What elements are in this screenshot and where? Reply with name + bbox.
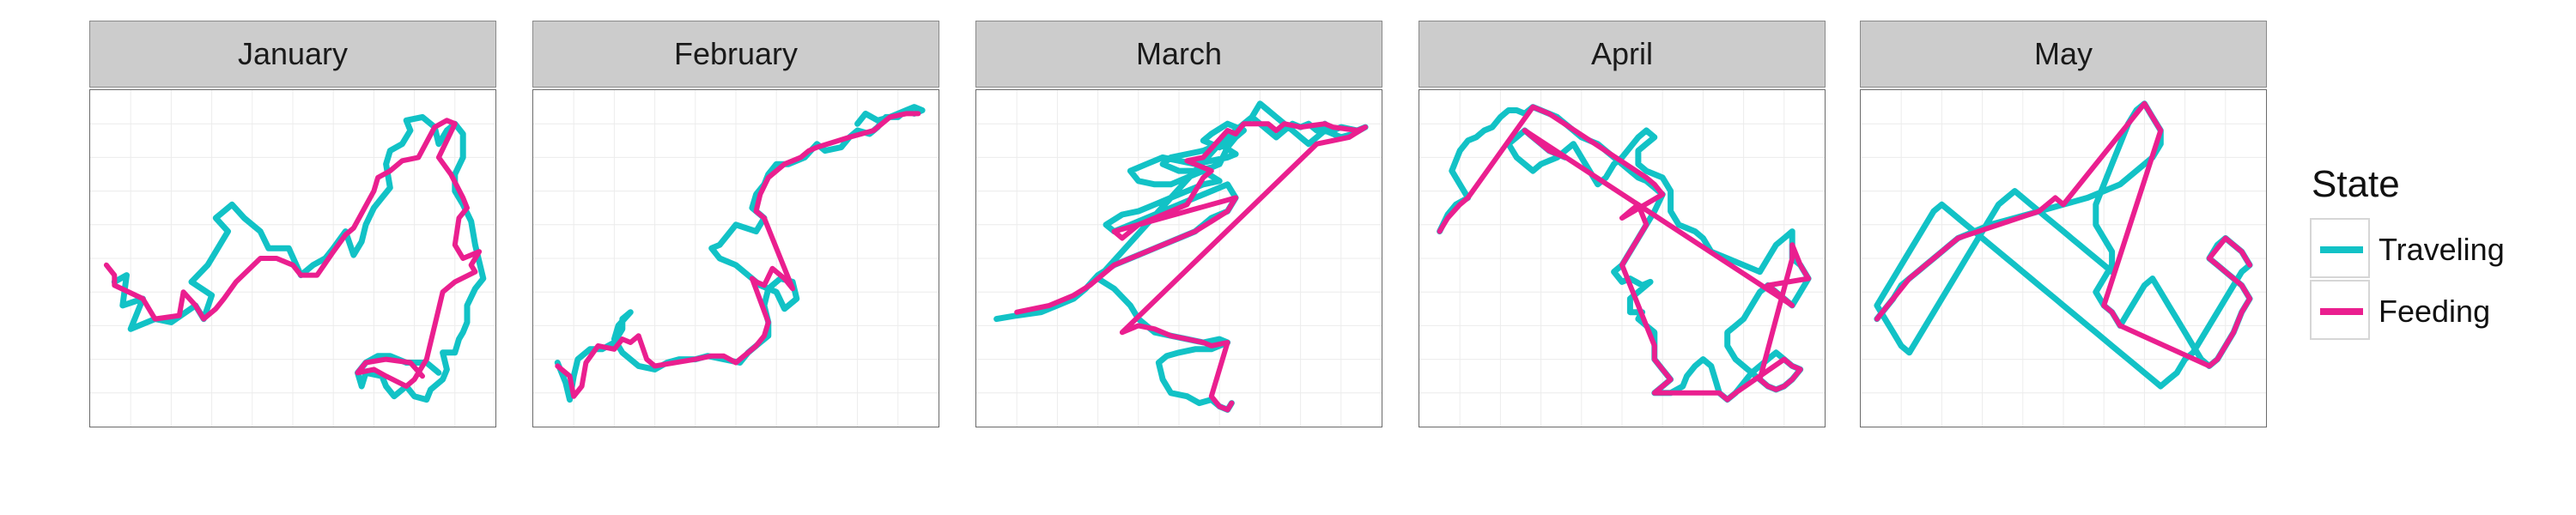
legend-entry-feeding: Feeding: [2310, 280, 2533, 340]
legend-title: State: [2312, 163, 2400, 205]
facet-strip: May: [1860, 21, 2267, 88]
facet-panel: May: [1860, 21, 2267, 427]
facet-strip: April: [1419, 21, 1826, 88]
plot-svg: [976, 90, 1382, 427]
grid: [1861, 90, 2266, 427]
facet-strip: January: [89, 21, 496, 88]
plot-area: [532, 89, 939, 427]
facet-panel: January: [89, 21, 496, 427]
plot-svg: [533, 90, 939, 427]
plot-svg: [1861, 90, 2266, 427]
legend-key: [2310, 218, 2370, 278]
plot-area: [975, 89, 1382, 427]
series-line-feeding: [1437, 104, 1812, 403]
plot-area: [89, 89, 496, 427]
facet-panel: April: [1419, 21, 1826, 427]
series-line-traveling: [993, 100, 1369, 413]
series-line-feeding: [555, 111, 921, 399]
series-line-feeding: [103, 118, 483, 389]
legend-line-traveling: [2320, 246, 2363, 253]
series-line-traveling: [554, 104, 926, 403]
legend-line-feeding: [2320, 308, 2363, 315]
legend-label: Traveling: [2379, 232, 2505, 267]
plot-svg: [90, 90, 495, 427]
legend-label: Feeding: [2379, 294, 2491, 329]
plot-area: [1419, 89, 1826, 427]
series-line-traveling: [1437, 104, 1812, 403]
facet-panel: March: [975, 21, 1382, 427]
facet-strip: March: [975, 21, 1382, 88]
legend-entry-traveling: Traveling: [2310, 218, 2533, 278]
legend-key: [2310, 280, 2370, 340]
grid: [976, 90, 1382, 427]
series-line-feeding: [1014, 121, 1369, 413]
grid: [533, 90, 939, 427]
series-line-feeding: [1874, 100, 2253, 369]
legend: State Traveling Feeding: [2310, 163, 2533, 369]
plot-svg: [1419, 90, 1825, 427]
facet-strip: February: [532, 21, 939, 88]
plot-area: [1860, 89, 2267, 427]
facet-panel: February: [532, 21, 939, 427]
